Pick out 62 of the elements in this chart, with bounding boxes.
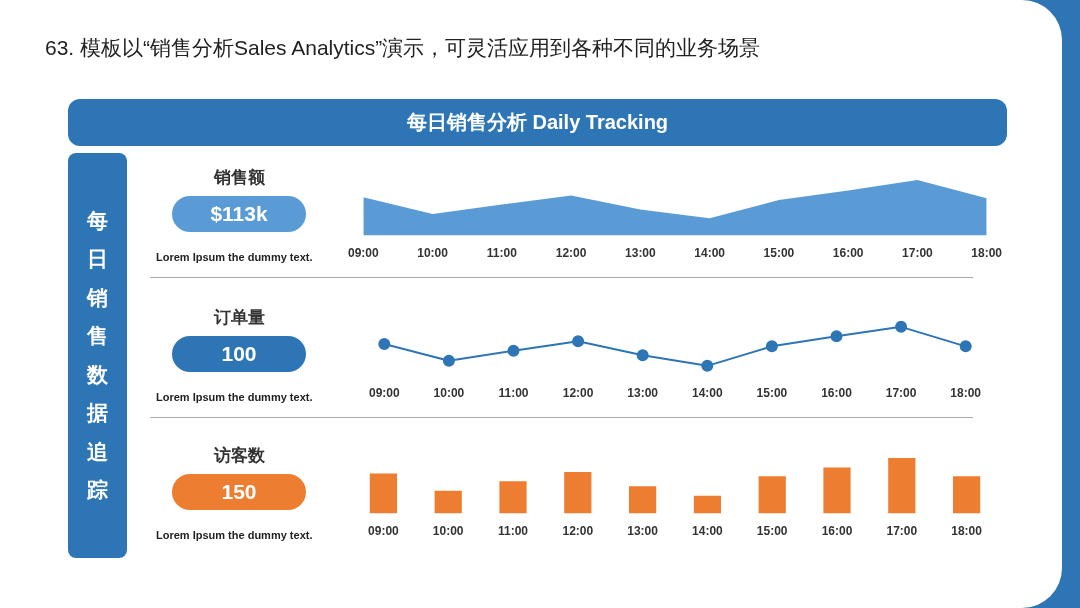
text: Lorem Ipsum the dummy text. xyxy=(156,251,313,263)
x-tick-label: 09:00 xyxy=(368,524,400,539)
x-tick-label: 15:00 xyxy=(756,524,788,539)
bar xyxy=(564,471,592,514)
x-tick-label: 09:00 xyxy=(347,246,380,261)
x-tick-label: 12:00 xyxy=(555,246,587,261)
text: 100 xyxy=(172,336,306,372)
x-tick-label: 15:00 xyxy=(763,246,795,261)
text: Lorem Ipsum the dummy text. xyxy=(156,529,313,541)
x-tick-label: 18:00 xyxy=(950,386,982,401)
chart-title: 销售额 xyxy=(212,167,266,189)
point xyxy=(765,340,778,353)
bar xyxy=(434,490,462,514)
text: 每日销售分析 Daily Tracking xyxy=(68,99,1007,146)
bar xyxy=(758,476,786,514)
point xyxy=(830,330,843,343)
x-tick-label: 17:00 xyxy=(886,524,918,539)
bar xyxy=(888,458,916,514)
x-tick-label: 16:00 xyxy=(821,524,853,539)
x-tick-label: 12:00 xyxy=(562,524,594,539)
bar xyxy=(693,495,722,514)
point xyxy=(507,344,520,357)
point xyxy=(895,321,908,333)
bar xyxy=(628,486,657,514)
x-tick-label: 10:00 xyxy=(432,524,464,539)
point xyxy=(442,354,455,367)
x-tick-label: 16:00 xyxy=(832,246,864,261)
chart-title: 访客数 xyxy=(212,445,266,467)
x-tick-label: 17:00 xyxy=(885,386,917,401)
x-tick-label: 09:00 xyxy=(368,386,400,401)
x-tick-label: 14:00 xyxy=(694,246,726,261)
point xyxy=(636,349,649,362)
text: 63. 模板以“销售分析Sales Analytics”演示，可灵活应用到各种不同的业务场景 xyxy=(45,35,761,61)
x-tick-label: 13:00 xyxy=(627,524,659,539)
x-tick-label: 13:00 xyxy=(625,246,657,261)
chart-title: 订单量 xyxy=(212,307,266,329)
text: 每日销售数据追踪 xyxy=(85,207,109,503)
x-tick-label: 10:00 xyxy=(433,386,465,401)
bar xyxy=(369,473,398,514)
x-tick-label: 13:00 xyxy=(627,386,659,401)
x-tick-label: 16:00 xyxy=(821,386,853,401)
x-tick-label: 11:00 xyxy=(497,524,529,539)
bar xyxy=(952,476,981,514)
x-tick-label: 17:00 xyxy=(902,246,934,261)
x-tick-label: 11:00 xyxy=(498,386,529,401)
point xyxy=(959,340,972,353)
point xyxy=(378,338,391,351)
x-tick-label: 18:00 xyxy=(971,246,1003,261)
text: 150 xyxy=(172,474,306,510)
x-tick-label: 10:00 xyxy=(417,246,449,261)
text: $113k xyxy=(172,196,306,232)
x-tick-label: 14:00 xyxy=(691,386,723,401)
point xyxy=(572,335,585,348)
bar xyxy=(499,481,527,514)
x-tick-label: 18:00 xyxy=(951,524,983,539)
point xyxy=(701,359,714,372)
x-tick-label: 12:00 xyxy=(562,386,594,401)
bar xyxy=(823,467,851,514)
x-tick-label: 15:00 xyxy=(756,386,788,401)
x-tick-label: 14:00 xyxy=(692,524,724,539)
text: Lorem Ipsum the dummy text. xyxy=(156,391,313,403)
x-tick-label: 11:00 xyxy=(486,246,518,261)
